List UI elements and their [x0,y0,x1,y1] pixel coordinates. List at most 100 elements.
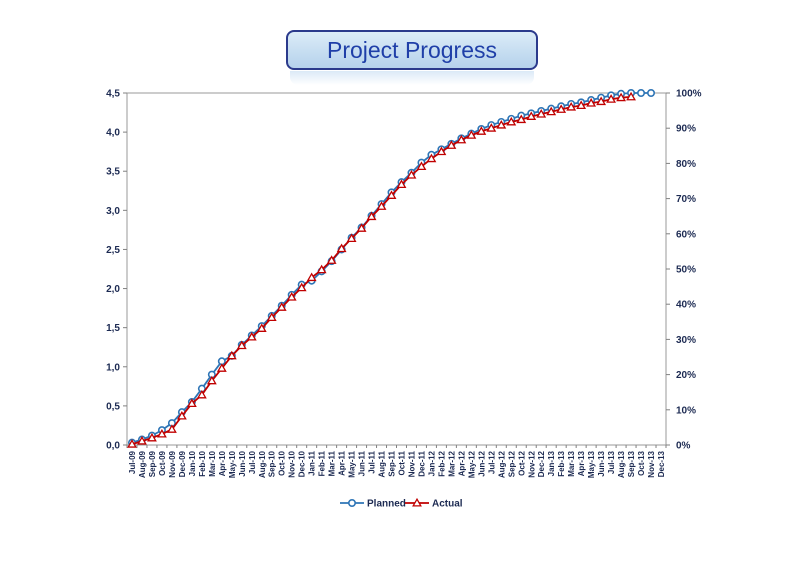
x-tick-label: Oct-13 [637,450,646,475]
x-tick-label: Feb-13 [557,450,566,476]
point-actual [266,312,277,321]
point-actual [176,410,187,420]
x-tick-label: Feb-12 [437,450,446,476]
point-actual [157,428,167,438]
point-actual [336,243,347,253]
x-tick-label: Mar-13 [567,450,576,476]
point-actual [456,134,467,144]
y-left-tick-label: 0,0 [106,441,120,452]
x-tick-label: Oct-12 [517,450,526,475]
x-tick-label: Dec-10 [298,450,307,477]
x-tick-label: Feb-11 [318,450,327,476]
point-actual [376,201,387,210]
legend-label-actual: Actual [432,499,463,510]
point-actual [256,323,267,332]
x-tick-label: Aug-11 [378,450,387,477]
y-right-tick-label: 40% [676,300,696,311]
point-actual [606,94,617,103]
x-tick-label: Nov-09 [168,450,177,477]
x-tick-label: Nov-11 [407,450,416,477]
y-left-tick-label: 4,5 [106,89,120,100]
point-actual [286,292,297,301]
series-line-planned [131,92,652,444]
point-actual [576,100,587,110]
x-tick-label: Feb-10 [198,450,207,476]
y-left-tick-label: 4,0 [106,128,120,139]
y-left-tick-label: 1,5 [106,323,120,334]
point-actual [436,146,447,156]
x-tick-label: Jul-13 [607,450,616,474]
x-tick-label: Aug-10 [258,450,267,478]
x-tick-label: Jan-10 [188,450,197,476]
x-tick-label: Dec-09 [178,450,187,477]
point-actual [596,96,607,106]
point-actual [186,398,197,408]
chart-title-reflection [290,71,534,85]
point-actual [476,126,487,135]
x-tick-label: Aug-12 [497,450,506,478]
point-actual [416,161,427,171]
x-tick-label: May-13 [587,450,596,478]
x-tick-label: Sep-10 [268,450,277,477]
y-right-tick-label: 80% [676,159,696,170]
point-actual [386,190,397,199]
x-tick-label: Sep-11 [388,450,397,476]
point-actual [506,116,517,126]
x-tick-label: Sep-09 [148,450,157,477]
legend-marker-planned [347,498,356,507]
legend-label-planned: Planned [367,499,406,510]
x-tick-label: Dec-12 [537,450,546,477]
x-tick-label: Dec-11 [417,450,426,476]
point-actual [137,435,147,445]
point-actual [516,114,527,124]
y-left-tick-label: 2,5 [106,245,120,256]
x-tick-label: Jul-11 [368,450,377,473]
x-tick-label: Apr-12 [457,450,466,476]
point-actual [526,111,537,120]
x-tick-label: Mar-11 [328,450,337,476]
point-actual [236,340,247,350]
x-tick-label: Nov-10 [288,450,297,477]
x-tick-label: Aug-13 [617,450,626,478]
x-tick-label: Jan-11 [308,450,317,475]
point-actual [626,91,636,101]
chart-title: Project Progress [326,36,497,63]
x-tick-label: Jul-09 [128,450,137,474]
point-actual [246,331,257,341]
y-left-tick-label: 3,5 [106,167,120,178]
point-actual [316,264,327,274]
x-tick-label: Aug-09 [138,450,147,478]
x-tick-label: May-11 [348,450,357,477]
x-tick-label: Apr-10 [218,450,227,476]
point-actual [536,109,547,118]
x-tick-label: Nov-13 [647,450,656,477]
x-tick-label: Mar-10 [208,450,217,476]
point-actual [166,424,177,433]
x-tick-label: Apr-13 [577,450,586,476]
x-tick-label: Sep-13 [627,450,636,477]
y-right-tick-label: 50% [676,265,696,276]
x-tick-label: Jun-11 [358,450,367,476]
point-actual [326,255,337,264]
x-tick-label: May-10 [228,450,237,478]
x-tick-label: Dec-13 [657,450,666,477]
x-tick-label: Oct-11 [397,450,406,475]
point-actual [147,432,157,442]
x-tick-label: Jul-10 [248,450,257,474]
y-left-tick-label: 2,0 [106,284,120,295]
point-actual [356,223,367,232]
point-actual [276,302,287,311]
series-line-actual [131,96,632,446]
point-actual [206,375,217,385]
point-actual [406,170,417,179]
point-actual [216,363,227,372]
point-actual [496,119,507,129]
point-actual [127,439,137,448]
point-actual [556,104,567,113]
point-actual [466,130,477,139]
x-tick-label: Jun-13 [597,450,606,476]
y-right-tick-label: 10% [676,405,696,416]
point-planned [637,89,646,98]
y-right-tick-label: 0% [676,441,691,452]
